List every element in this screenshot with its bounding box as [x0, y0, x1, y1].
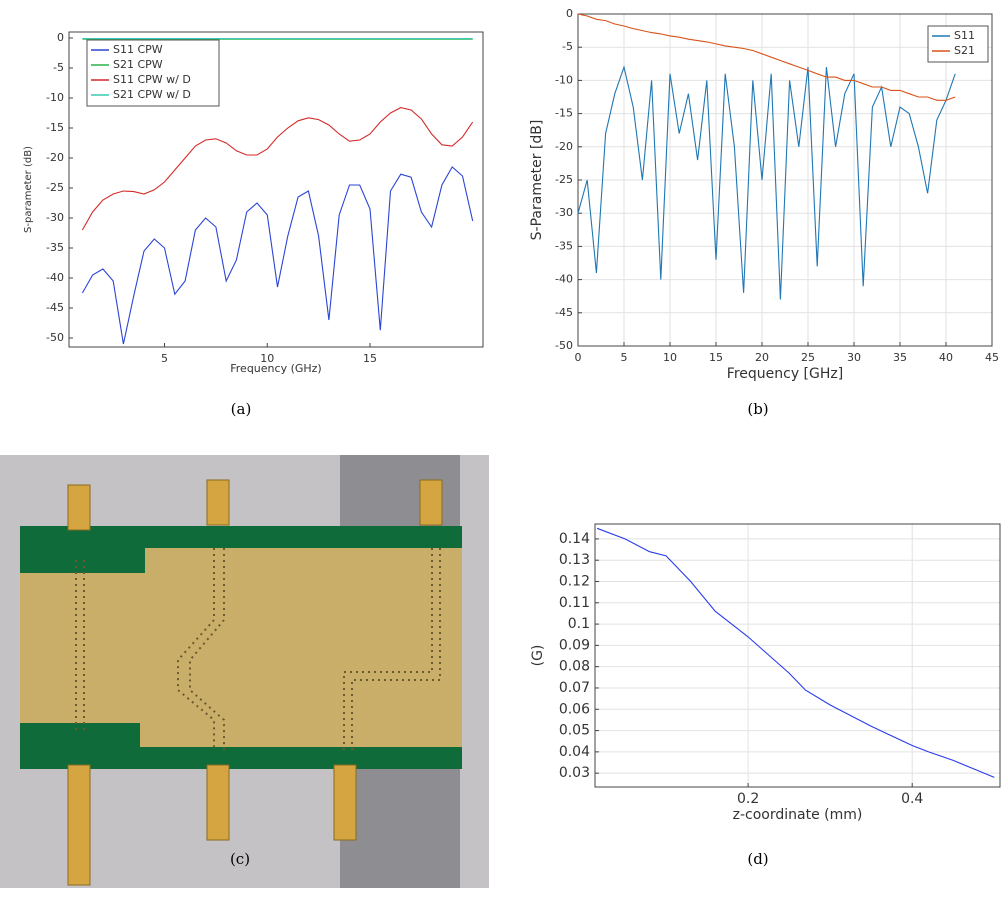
plot-area	[594, 523, 1001, 788]
legend-label: S11 CPW	[113, 43, 163, 56]
y-tick-label: -50	[555, 339, 573, 352]
legend-label: S21 CPW w/ D	[113, 88, 191, 101]
x-tick-label: 5	[161, 352, 168, 365]
series-line	[577, 13, 956, 101]
y-tick-label: 0	[566, 7, 573, 20]
series-line	[81, 166, 474, 345]
plot-frame	[594, 523, 1001, 788]
y-tick-label: -5	[53, 61, 64, 74]
y-tick-label: 0.11	[559, 595, 590, 611]
y-tick-label: -30	[46, 211, 64, 224]
legend-label: S11	[954, 29, 975, 42]
x-tick-label: 15	[709, 351, 723, 364]
y-tick-label: -35	[46, 241, 64, 254]
y-tick-label: -50	[46, 331, 64, 344]
y-tick-label: 0.13	[559, 552, 590, 568]
x-tick-label: 0.2	[737, 791, 759, 807]
legend	[927, 25, 989, 63]
y-tick-label: 0.14	[559, 531, 590, 547]
y-tick-label: -35	[555, 239, 573, 252]
y-tick-label: -10	[46, 91, 64, 104]
y-tick-label: -45	[46, 301, 64, 314]
x-tick-label: 5	[621, 351, 628, 364]
y-tick-label: -30	[555, 206, 573, 219]
y-tick-label: 0.04	[559, 744, 590, 760]
x-tick-label: 25	[801, 351, 815, 364]
y-tick-label: -45	[555, 306, 573, 319]
caption: (d)	[747, 850, 768, 868]
y-axis-label: S-Parameter [dB]	[529, 120, 545, 241]
legend-label: S21 CPW	[113, 58, 163, 71]
x-axis-label: Frequency (GHz)	[230, 362, 321, 375]
series-line	[81, 107, 474, 231]
y-axis-label: S-parameter (dB)	[23, 146, 34, 233]
x-axis-label: Frequency [GHz]	[727, 366, 843, 382]
y-tick-label: -20	[555, 140, 573, 153]
caption: (c)	[230, 850, 250, 868]
caption: (a)	[231, 400, 252, 418]
series-line	[596, 527, 995, 778]
y-tick-label: 0.05	[559, 723, 590, 739]
x-tick-label: 10	[260, 352, 274, 365]
y-tick-label: -40	[46, 271, 64, 284]
x-axis-label: z-coordinate (mm)	[733, 807, 863, 823]
y-tick-label: 0.06	[559, 701, 590, 717]
y-tick-label: 0.09	[559, 637, 590, 653]
x-tick-label: 10	[663, 351, 677, 364]
y-tick-label: -15	[46, 121, 64, 134]
legend	[86, 39, 220, 107]
legend-label: S11 CPW w/ D	[113, 73, 191, 86]
y-tick-label: 0.1	[568, 616, 590, 632]
legend-label: S21	[954, 44, 975, 57]
y-tick-label: -5	[562, 40, 573, 53]
x-tick-label: 20	[755, 351, 769, 364]
plot-frame	[577, 13, 993, 347]
y-tick-label: -25	[46, 181, 64, 194]
y-tick-label: 0.08	[559, 659, 590, 675]
x-tick-label: 35	[893, 351, 907, 364]
y-tick-label: 0.03	[559, 765, 590, 781]
x-tick-label: 45	[985, 351, 999, 364]
plot-frame	[68, 31, 484, 348]
pcb-photo	[0, 455, 489, 888]
y-tick-label: 0.07	[559, 680, 590, 696]
y-tick-label: -40	[555, 273, 573, 286]
y-tick-label: -15	[555, 107, 573, 120]
y-tick-label: -10	[555, 73, 573, 86]
x-tick-label: 40	[939, 351, 953, 364]
x-tick-label: 0.4	[901, 791, 923, 807]
y-tick-label: -25	[555, 173, 573, 186]
x-tick-label: 30	[847, 351, 861, 364]
series-line	[577, 65, 956, 300]
y-tick-label: -20	[46, 151, 64, 164]
x-tick-label: 0	[575, 351, 582, 364]
x-tick-label: 15	[363, 352, 377, 365]
y-tick-label: 0.12	[559, 573, 590, 589]
y-axis-label: (G)	[530, 645, 546, 667]
caption: (b)	[747, 400, 768, 418]
y-tick-label: 0	[57, 31, 64, 44]
